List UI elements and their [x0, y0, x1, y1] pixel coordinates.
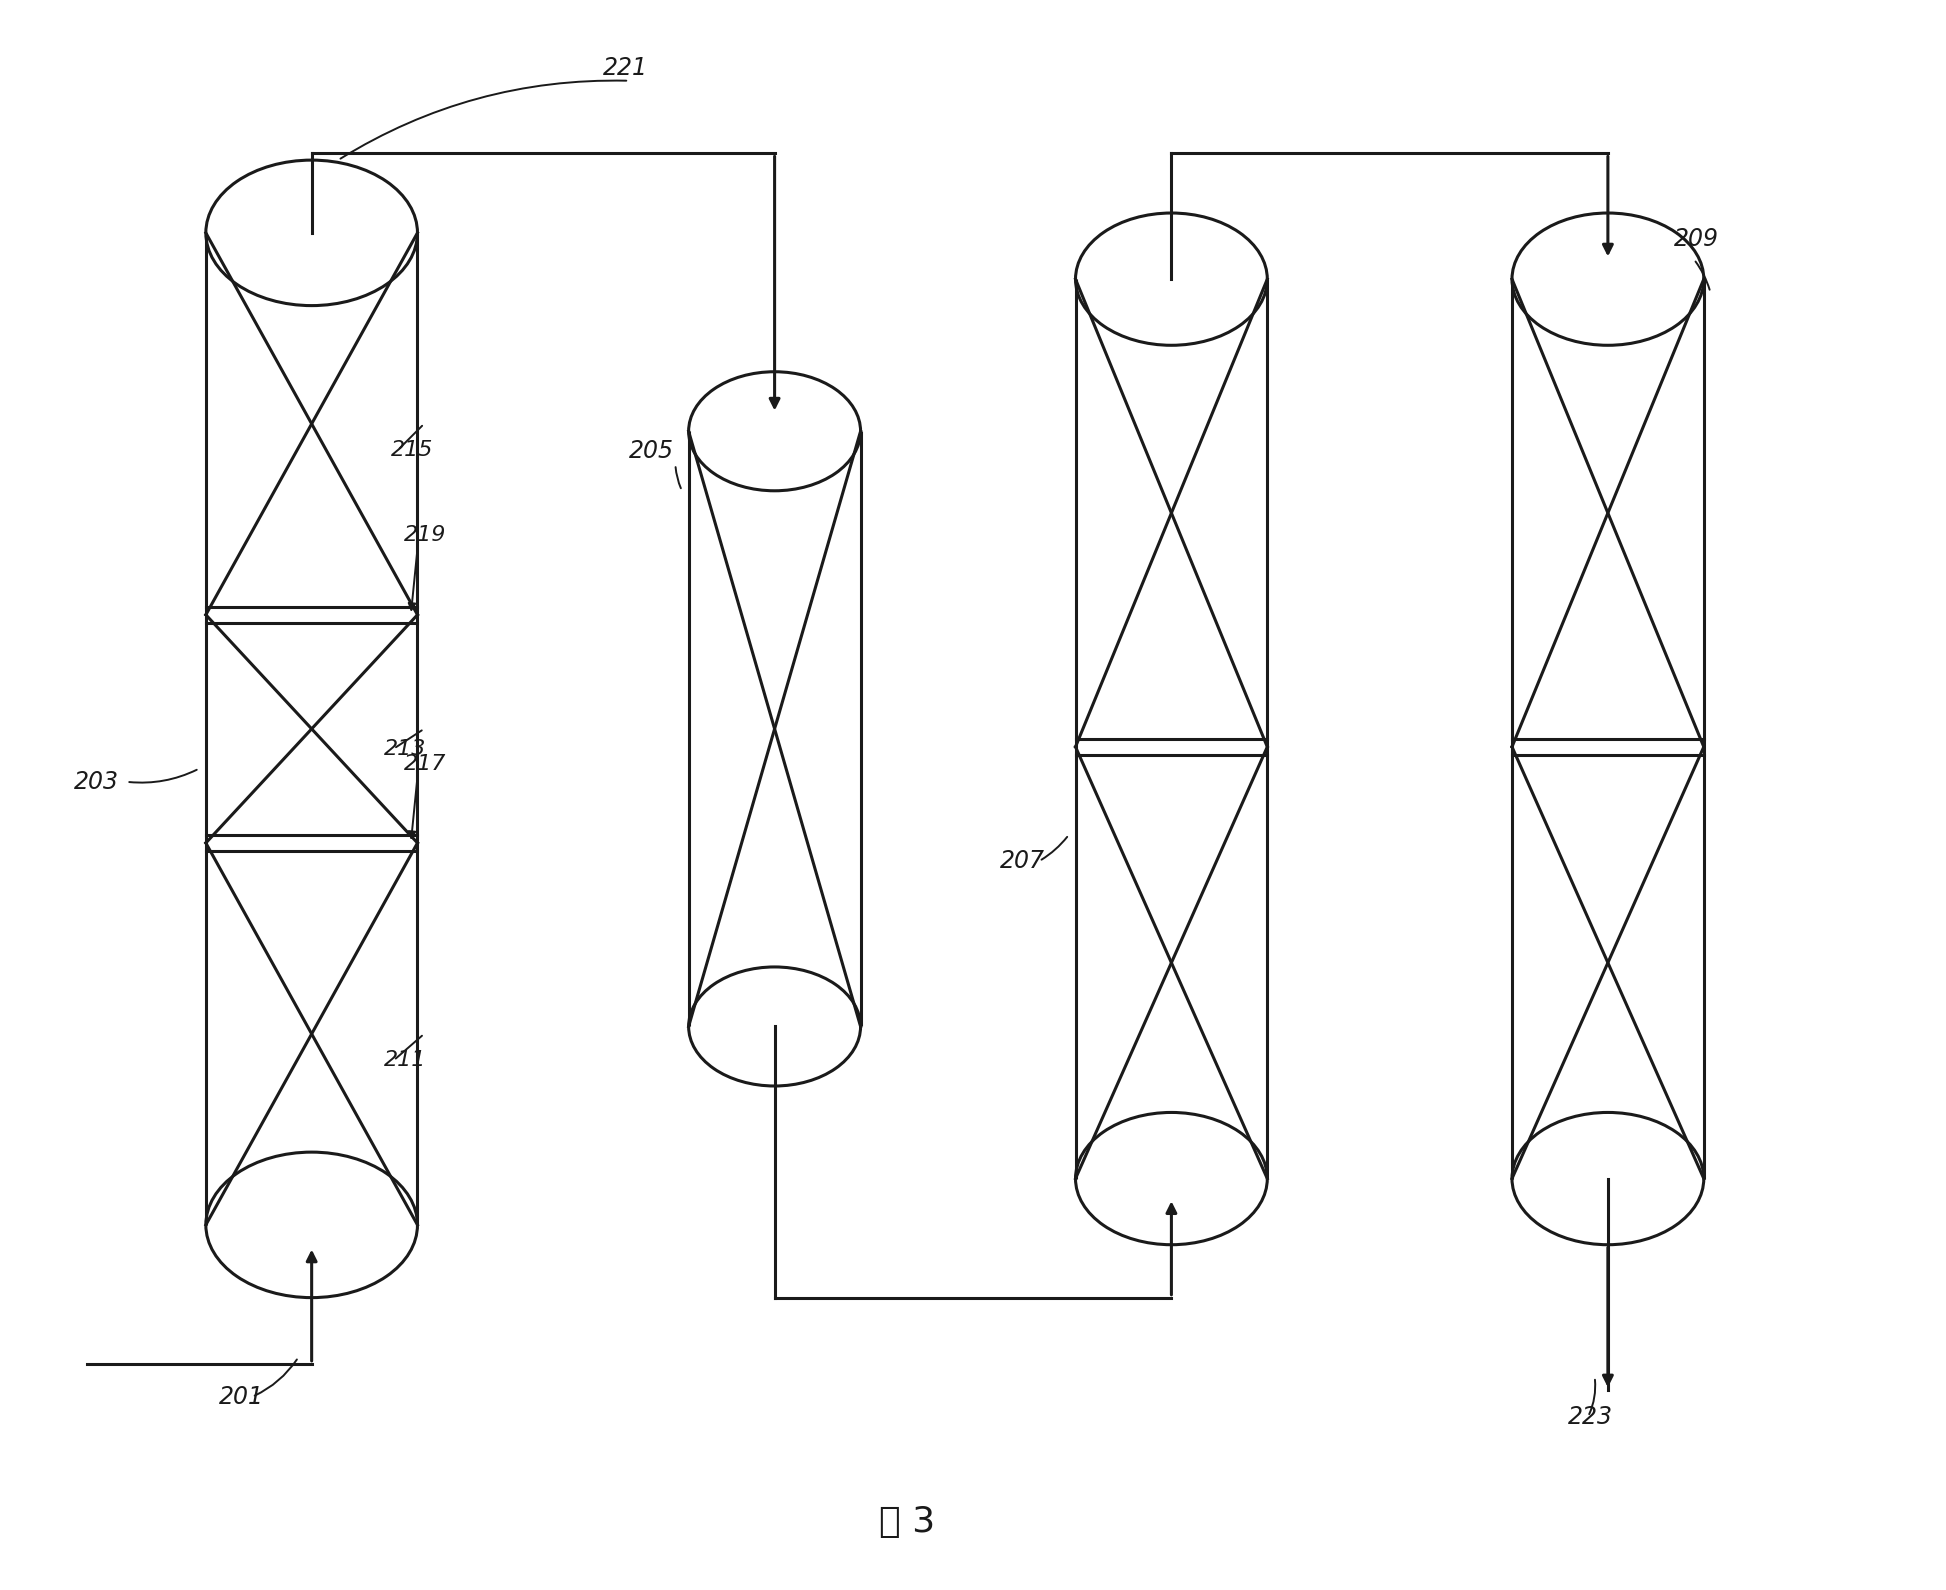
Text: 201: 201: [220, 1385, 265, 1409]
Text: 207: 207: [1000, 849, 1045, 873]
Text: 203: 203: [74, 770, 119, 793]
Text: 219: 219: [405, 525, 448, 545]
Text: 211: 211: [385, 1051, 426, 1070]
Text: 205: 205: [629, 439, 673, 463]
Text: 213: 213: [385, 739, 426, 758]
Text: 221: 221: [603, 56, 648, 80]
Text: 217: 217: [405, 754, 448, 774]
Text: 209: 209: [1674, 227, 1718, 251]
Text: 图 3: 图 3: [880, 1506, 934, 1539]
Text: 215: 215: [391, 440, 434, 460]
Text: 223: 223: [1568, 1404, 1613, 1429]
